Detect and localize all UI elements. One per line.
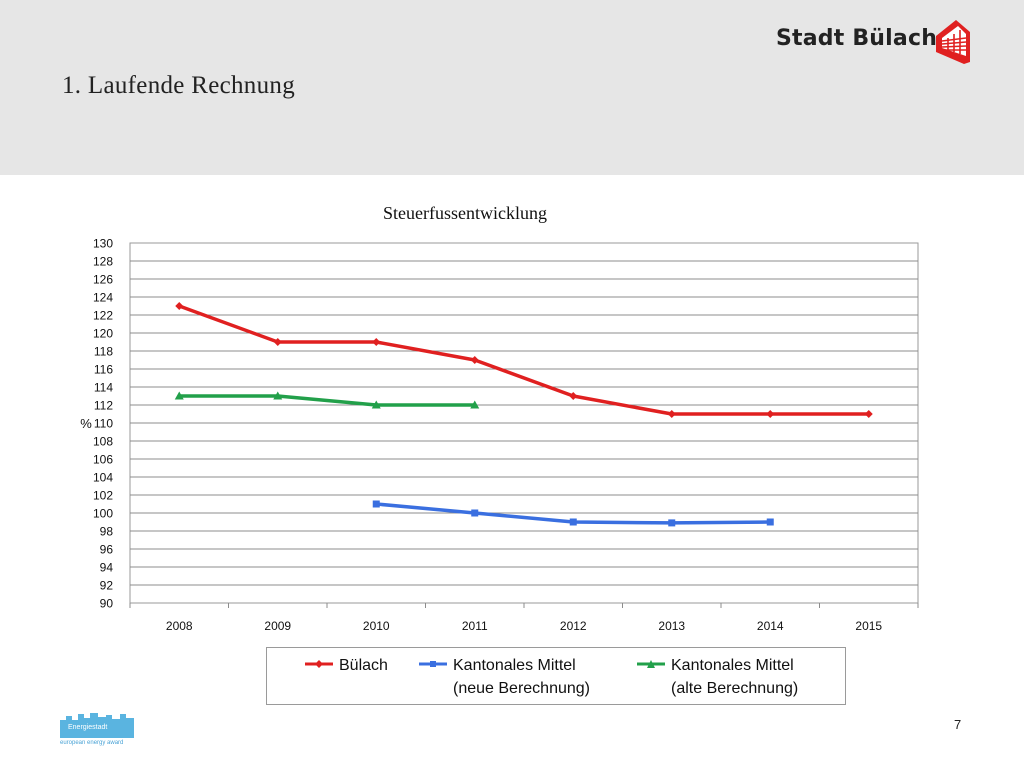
data-point bbox=[273, 338, 282, 346]
x-tick-label: 2013 bbox=[658, 619, 685, 633]
y-tick-label: 116 bbox=[94, 363, 113, 377]
legend-swatch-kantonales-mittel-neu bbox=[419, 661, 447, 667]
header-band: 1. Laufende Rechnung Stadt Bülach bbox=[0, 0, 1024, 175]
legend-swatch-kantonales-mittel-alt bbox=[637, 660, 665, 668]
y-tick-label: 120 bbox=[93, 327, 113, 341]
y-axis-label: % bbox=[80, 416, 92, 431]
x-tick-label: 2014 bbox=[757, 619, 784, 633]
y-tick-label: 98 bbox=[100, 525, 114, 539]
y-tick-label: 106 bbox=[93, 453, 113, 467]
slide-title: 1. Laufende Rechnung bbox=[62, 72, 296, 99]
data-point bbox=[766, 410, 775, 418]
y-tick-label: 90 bbox=[100, 597, 114, 611]
y-tick-label: 112 bbox=[94, 399, 113, 413]
energiestadt-logo-subtext: european energy award bbox=[60, 740, 124, 746]
series-2 bbox=[174, 391, 480, 409]
legend-label: Kantonales Mittel bbox=[671, 657, 794, 674]
y-tick-label: 122 bbox=[93, 309, 113, 323]
series-0 bbox=[175, 302, 873, 418]
energiestadt-logo-text: Energiestadt bbox=[68, 724, 108, 731]
y-tick-label: 124 bbox=[93, 291, 113, 305]
energiestadt-skyline-icon bbox=[60, 713, 134, 738]
data-point bbox=[175, 302, 184, 310]
y-tick-label: 94 bbox=[100, 561, 114, 575]
y-tick-label: 100 bbox=[93, 507, 113, 521]
energiestadt-logo: Energiestadt european energy award bbox=[60, 712, 134, 746]
data-point bbox=[470, 400, 480, 409]
x-tick-label: 2015 bbox=[855, 619, 882, 633]
page-number: 7 bbox=[954, 717, 962, 732]
legend-label: Kantonales Mittel bbox=[453, 657, 576, 674]
data-point bbox=[766, 518, 774, 526]
data-point bbox=[273, 391, 283, 400]
x-tick-label: 2011 bbox=[462, 619, 488, 633]
chart-legend: Bülach Kantonales Mittel (neue Berechnun… bbox=[266, 647, 846, 705]
data-point bbox=[471, 509, 479, 517]
brand-name: Stadt Bülach bbox=[776, 26, 938, 51]
series-1 bbox=[372, 500, 774, 527]
data-point bbox=[667, 410, 676, 418]
y-tick-label: 102 bbox=[93, 489, 113, 503]
y-tick-label: 110 bbox=[94, 417, 113, 431]
data-point bbox=[470, 356, 479, 364]
series-line bbox=[179, 394, 475, 407]
data-point bbox=[864, 410, 873, 418]
data-point bbox=[569, 518, 577, 526]
data-point bbox=[372, 338, 381, 346]
y-tick-label: 92 bbox=[100, 579, 114, 593]
x-tick-label: 2008 bbox=[166, 619, 193, 633]
data-point bbox=[372, 500, 380, 508]
data-point bbox=[569, 392, 578, 400]
y-tick-label: 104 bbox=[93, 471, 113, 485]
x-tick-label: 2012 bbox=[560, 619, 587, 633]
x-tick-label: 2009 bbox=[264, 619, 291, 633]
data-point bbox=[371, 400, 381, 409]
data-point bbox=[668, 519, 676, 527]
y-tick-label: 126 bbox=[93, 273, 113, 287]
stadt-buelach-logo-icon bbox=[936, 20, 970, 64]
x-tick-label: 2010 bbox=[363, 619, 390, 633]
y-tick-label: 114 bbox=[94, 381, 113, 395]
legend-label: (neue Berechnung) bbox=[453, 680, 590, 697]
chart-title: Steuerfussentwicklung bbox=[383, 203, 547, 223]
legend-label: Bülach bbox=[339, 657, 388, 674]
y-tick-label: 130 bbox=[93, 237, 113, 251]
data-point bbox=[174, 391, 184, 400]
y-tick-label: 108 bbox=[93, 435, 113, 449]
y-tick-label: 96 bbox=[100, 543, 114, 557]
y-tick-label: 118 bbox=[94, 345, 113, 359]
legend-label: (alte Berechnung) bbox=[671, 680, 799, 697]
series-line bbox=[178, 304, 869, 416]
y-tick-label: 128 bbox=[93, 255, 113, 269]
legend-swatch-buelach bbox=[305, 660, 333, 668]
